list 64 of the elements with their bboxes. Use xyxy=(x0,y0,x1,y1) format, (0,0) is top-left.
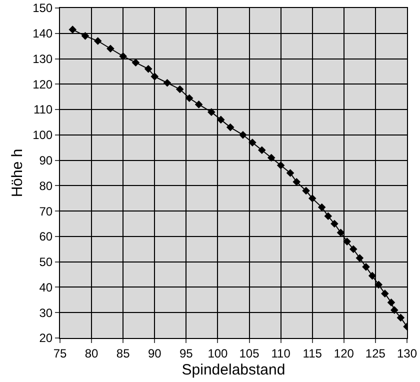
point xyxy=(362,263,370,271)
y-tick-label: 120 xyxy=(32,77,53,92)
point xyxy=(239,131,247,139)
point xyxy=(324,212,332,220)
point xyxy=(390,306,398,314)
point xyxy=(163,78,172,87)
point xyxy=(258,146,266,154)
y-tick-label: 20 xyxy=(39,331,53,346)
point xyxy=(349,245,358,254)
x-tick-label: 85 xyxy=(116,346,130,360)
point xyxy=(208,108,216,116)
point xyxy=(368,272,376,280)
point xyxy=(343,238,351,246)
x-tick-label: 95 xyxy=(180,346,194,360)
x-tick-label: 105 xyxy=(239,346,260,360)
y-tick-label: 90 xyxy=(39,154,53,168)
point xyxy=(150,72,159,80)
y-tick-label: 140 xyxy=(32,26,53,41)
point xyxy=(286,169,294,177)
y-tick-label: 150 xyxy=(32,1,53,16)
point xyxy=(144,65,152,73)
x-tick-label: 115 xyxy=(302,346,322,360)
point xyxy=(302,186,310,195)
point xyxy=(94,37,102,45)
point xyxy=(226,123,234,132)
x-tick-label: 100 xyxy=(208,346,228,360)
point xyxy=(292,178,300,186)
point xyxy=(318,203,326,212)
x-tick-label: 130 xyxy=(396,346,418,360)
point xyxy=(356,254,364,262)
x-tick-label: 125 xyxy=(365,346,386,360)
x-axis-title: Spindelabstand xyxy=(182,361,286,378)
point xyxy=(176,85,184,94)
point xyxy=(248,138,256,146)
x-tick-label: 90 xyxy=(148,346,162,360)
y-axis-title: Höhe h xyxy=(8,148,26,198)
point xyxy=(374,280,383,289)
point xyxy=(119,52,127,60)
point xyxy=(381,290,389,298)
point xyxy=(308,194,316,202)
point xyxy=(194,100,203,108)
y-tick-label: 60 xyxy=(39,230,53,244)
point xyxy=(81,32,90,40)
y-tick-label: 40 xyxy=(39,280,53,294)
x-tick-label: 110 xyxy=(271,346,291,360)
y-tick-label: 110 xyxy=(33,102,53,117)
point xyxy=(106,44,114,53)
y-tick-label: 80 xyxy=(39,178,53,193)
point xyxy=(68,26,77,34)
point xyxy=(396,314,405,322)
y-tick-label: 130 xyxy=(32,52,53,66)
y-tick-label: 70 xyxy=(39,204,53,218)
point xyxy=(276,161,285,170)
point xyxy=(132,58,140,66)
y-tick-label: 100 xyxy=(32,128,53,142)
point xyxy=(336,228,345,237)
x-tick-label: 120 xyxy=(334,346,354,360)
point xyxy=(330,220,338,228)
x-tick-label: 80 xyxy=(84,346,99,360)
y-tick-label: 50 xyxy=(39,255,53,270)
point xyxy=(267,154,276,162)
y-tick-label: 30 xyxy=(39,306,53,320)
x-tick-label: 75 xyxy=(53,346,67,360)
point xyxy=(387,298,396,306)
